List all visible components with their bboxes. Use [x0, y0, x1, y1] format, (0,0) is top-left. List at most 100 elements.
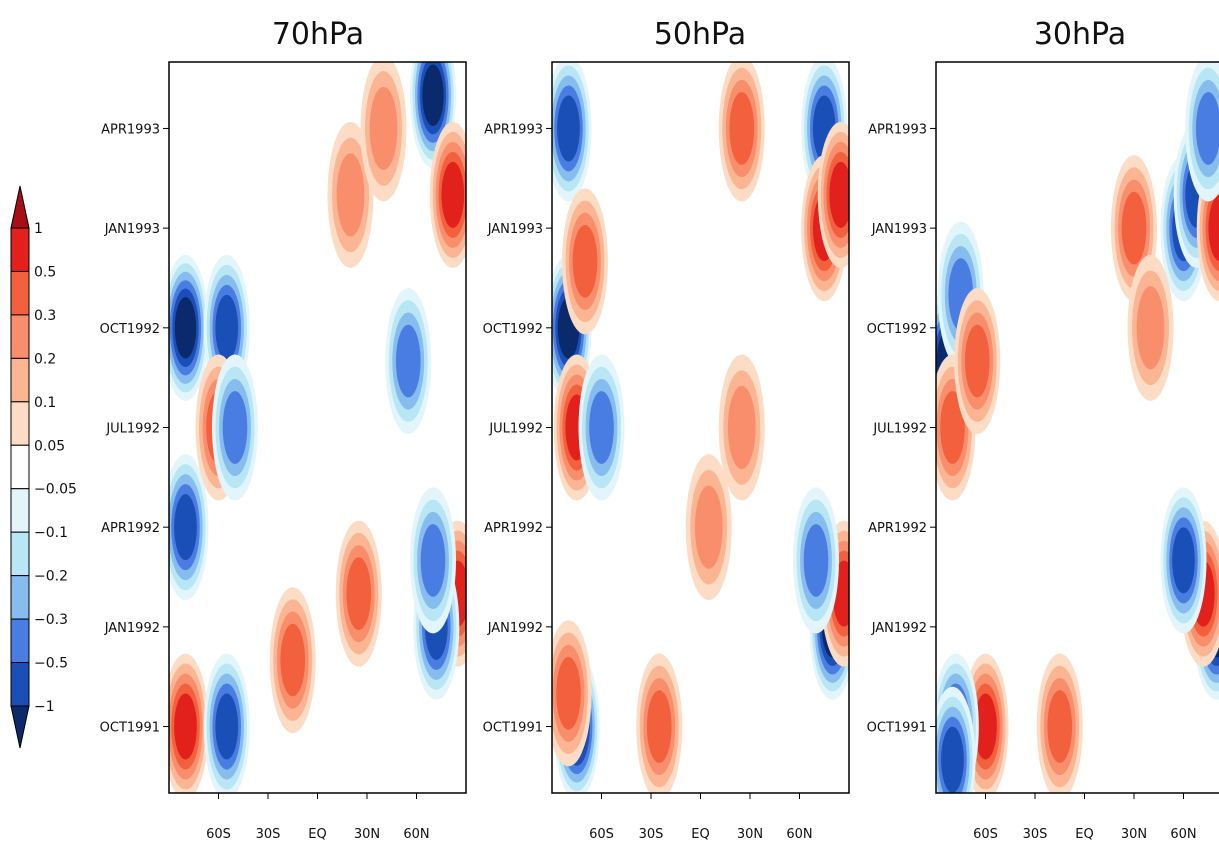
contour-level [346, 557, 372, 630]
x-tick-label: EQ [1075, 827, 1093, 842]
y-tick-label: APR1992 [868, 521, 927, 536]
y-tick-label: OCT1991 [483, 721, 543, 736]
colorbar-level-label: −0.3 [34, 612, 68, 628]
panel-70hPa: 70hPa OCT1991 JAN1992 APR1992 JUL1992 OCT1992… [100, 17, 467, 842]
x-tick-label: 60N [403, 827, 429, 842]
contour-level [441, 161, 465, 228]
y-tick-label: JAN1993 [104, 222, 160, 237]
x-tick-label: 60N [1170, 827, 1196, 842]
y-tick-label: APR1993 [484, 122, 543, 137]
y-tick-label: JAN1993 [871, 222, 927, 237]
contour-level [729, 92, 755, 165]
contour-level [222, 391, 248, 464]
panel-title: 70hPa [272, 17, 364, 52]
anomaly-field [552, 62, 849, 793]
y-tick-label: JUL1992 [488, 422, 543, 437]
y-tick-label: OCT1992 [867, 322, 927, 337]
colorbar-level-label: −0.5 [34, 656, 68, 672]
x-tick-label: 60N [786, 827, 812, 842]
positive-anomaly [360, 62, 407, 202]
contour-level [1121, 191, 1147, 265]
y-tick-label: JAN1992 [871, 621, 927, 636]
contour-level [646, 690, 672, 763]
x-tick-label: 30N [354, 827, 380, 842]
colorbar-level-label: 1 [34, 221, 43, 237]
y-tick-label: APR1992 [101, 521, 160, 536]
positive-anomaly [429, 121, 466, 268]
y-tick-label: JUL1992 [105, 422, 160, 437]
contour-level [1047, 690, 1073, 763]
contour-level [1136, 286, 1165, 370]
y-tick-label: OCT1992 [100, 322, 160, 337]
negative-anomaly [385, 288, 432, 435]
contour-level [940, 391, 965, 464]
contour-level [215, 294, 239, 361]
y-tick-label: OCT1992 [483, 322, 543, 337]
colorbar-level-label: 0.2 [34, 351, 56, 367]
colorbar-swatch [10, 357, 30, 403]
contour-level [964, 324, 990, 398]
contour-level [369, 86, 398, 171]
x-tick-label: EQ [691, 827, 709, 842]
panel-50hPa: 50hPa OCT1991 JAN1992 APR1992 JUL1992 OCT1992… [483, 17, 850, 842]
negative-anomaly [169, 454, 209, 601]
contour-level [1208, 195, 1219, 262]
contour-level [280, 623, 306, 697]
contour-level [556, 656, 581, 730]
x-tick-label: 30S [639, 827, 664, 842]
contour-level [174, 297, 197, 359]
contour-level [829, 161, 849, 228]
colorbar-level-label: −0.1 [34, 525, 68, 541]
negative-anomaly [169, 254, 209, 401]
x-tick-label: 30S [1023, 827, 1048, 842]
positive-anomaly [169, 653, 209, 793]
colorbar-swatch [10, 531, 30, 577]
positive-anomaly [562, 188, 608, 335]
colorbar-level-label: 0.1 [34, 395, 56, 411]
contour-level [174, 693, 197, 760]
contour-level [422, 64, 444, 126]
y-tick-label: APR1993 [101, 122, 160, 137]
positive-anomaly [327, 121, 374, 268]
colorbar-swatch [10, 618, 30, 664]
y-tick-label: APR1992 [484, 521, 543, 536]
negative-anomaly [793, 487, 839, 634]
contour-level [420, 524, 446, 597]
colorbar-level-label: −0.2 [34, 569, 68, 585]
y-tick-label: JAN1992 [487, 621, 543, 636]
colorbar-extend-max [10, 185, 30, 229]
contour-level [727, 385, 756, 470]
panel-title: 30hPa [1034, 17, 1126, 52]
positive-anomaly [1127, 254, 1174, 401]
y-tick-label: APR1993 [868, 122, 927, 137]
colorbar-swatch [10, 314, 30, 359]
colorbar-swatch [10, 575, 30, 620]
contour-level [694, 485, 723, 569]
colorbar-level-label: 0.5 [34, 264, 56, 280]
y-tick-label: OCT1991 [100, 721, 160, 736]
colorbar-level-label: −1 [34, 699, 55, 715]
contour-level [215, 693, 239, 760]
contour-level [589, 391, 614, 464]
contour-level [1172, 527, 1195, 594]
colorbar-level-label: 0.3 [34, 308, 56, 324]
colorbar-level-label: 0.05 [34, 438, 65, 454]
positive-anomaly [718, 354, 765, 501]
negative-anomaly [936, 686, 976, 793]
x-tick-label: EQ [308, 827, 326, 842]
positive-anomaly [1036, 653, 1083, 793]
x-tick-label: 30N [1121, 827, 1147, 842]
positive-anomaly [636, 653, 683, 793]
positive-anomaly [817, 121, 849, 268]
positive-anomaly [552, 620, 592, 767]
contour-level [1195, 92, 1219, 165]
panel-30hPa: 30hPa OCT1991 JAN1992 APR1992 JUL1992 OCT1992… [867, 17, 1219, 842]
colorbar-swatch [10, 662, 30, 707]
negative-anomaly [212, 354, 258, 501]
contour-level [572, 225, 598, 298]
y-tick-label: OCT1991 [867, 721, 927, 736]
contour-level [336, 153, 365, 237]
colorbar-swatch [10, 270, 30, 316]
x-tick-label: 60S [973, 827, 998, 842]
